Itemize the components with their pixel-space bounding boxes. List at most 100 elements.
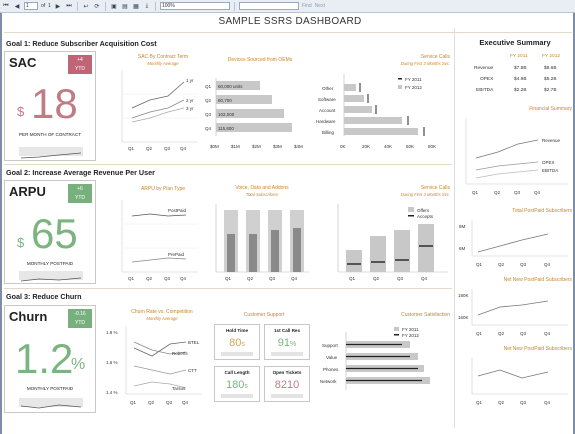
postpaid-title: Total PostPaid Subscribers — [512, 208, 572, 214]
export-icon[interactable]: ⤓ — [145, 2, 149, 9]
x-tick: Q3 — [514, 190, 521, 195]
arpu-plan-chart: PostPaid PrePaid Q1 Q2 Q3 Q4 — [121, 200, 198, 281]
series-label: EBITDA — [542, 168, 558, 173]
y-tick: Phones — [323, 367, 339, 372]
badge-unit: YTD — [75, 195, 85, 201]
series-btel — [133, 341, 187, 357]
tile-value: 180s — [215, 379, 259, 391]
x-tick: 80K — [428, 144, 436, 149]
bar-other — [344, 84, 356, 91]
series-ctt — [133, 365, 187, 375]
prev-page-icon[interactable]: ◀ — [14, 3, 20, 10]
x-tick: Q1 — [472, 190, 479, 195]
page-number-input[interactable]: 1 — [24, 2, 38, 10]
net-new-2-title: Net New PostPaid Subscribers — [503, 346, 572, 352]
tile-bullet — [221, 352, 253, 356]
x-tick: Q3 — [520, 331, 527, 336]
tile-first-call-res: 1st Call Res 91% — [264, 324, 310, 360]
series-label: Revenue — [542, 138, 561, 143]
x-tick: Q4 — [544, 262, 551, 267]
stacked-bar-q3 — [268, 210, 282, 272]
tile-call-length: Call Length 180s — [214, 366, 260, 402]
x-tick: Q2 — [146, 276, 153, 281]
series-label: OPEX — [542, 160, 555, 165]
y-tick: 180K — [458, 293, 469, 298]
sparkline-svg — [20, 404, 82, 409]
x-tick: Q4 — [291, 276, 298, 281]
x-tick: Q2 — [373, 276, 380, 281]
financial-summary-chart: Revenue OPEX EBITDA Q1 Q2 Q3 Q4 — [465, 118, 568, 195]
zoom-select[interactable]: 100% — [159, 2, 230, 10]
chart-subtitle: During First 3 Months Svc. — [400, 61, 450, 66]
bar-account — [344, 106, 372, 113]
x-tick: Q3 — [397, 276, 404, 281]
bar-hardware — [344, 117, 402, 124]
x-tick: $0M — [210, 144, 219, 149]
next-link[interactable]: Next — [314, 3, 325, 9]
x-tick: Q1 — [128, 146, 135, 151]
y-tick: Other — [322, 86, 334, 91]
tile-bullet — [271, 352, 303, 356]
row-value-2011: $4.9B — [514, 77, 527, 82]
bar-offers-q4 — [418, 224, 434, 272]
executive-summary-title: Executive Summary — [479, 38, 551, 47]
tile-label: 1st Call Res — [273, 328, 301, 333]
find-input[interactable] — [238, 2, 299, 10]
year-2011: FY 2011 — [510, 54, 528, 59]
tile-label: Hold Time — [225, 328, 249, 333]
kpi-caption: PER MONTH OF CONTRACT — [18, 132, 81, 137]
legend-swatch-offers — [408, 207, 414, 212]
x-tick: Q2 — [247, 276, 254, 281]
x-tick: Q3 — [164, 276, 171, 281]
kpi-name: SAC — [9, 55, 37, 70]
first-page-icon[interactable]: ⏮ — [3, 2, 9, 9]
chart-title: Churn Rate vs. Competition — [131, 309, 193, 315]
y-tick: 1.4 % — [106, 390, 118, 395]
series-net-new-2 — [477, 369, 549, 379]
series-opex — [475, 161, 539, 171]
chart-title: Customer Satisfaction — [401, 312, 450, 318]
x-tick: Q4 — [180, 146, 187, 151]
sac-term-chart: 1 yr 2 yr 3 yr Q1 Q2 Q3 Q4 — [121, 70, 198, 151]
postpaid-chart: 8M 6M Q1 Q2 Q3 Q4 — [459, 220, 568, 267]
back-icon[interactable]: ↩ — [83, 3, 89, 10]
tile-number: 8210 — [274, 379, 300, 391]
layout-icon[interactable]: ▤ — [122, 3, 128, 10]
financial-summary-title: Financial Summary — [529, 106, 572, 112]
series-prepaid — [131, 257, 187, 263]
x-tick: 0K — [340, 144, 346, 149]
ytd-badge: +6 YTD — [68, 184, 92, 203]
find-link[interactable]: Find — [301, 3, 312, 9]
tile-suffix: s — [241, 341, 245, 348]
tile-bullet — [221, 394, 253, 398]
legend-swatch-2011 — [398, 78, 402, 80]
next-page-icon[interactable]: ▶ — [55, 3, 61, 10]
customer-satisfaction-chart: FY 2011 FY 2012 Support Value Phones Net… — [320, 327, 430, 390]
legend-swatch-2012 — [398, 85, 402, 89]
page-setup-icon[interactable]: ▦ — [133, 3, 139, 10]
refresh-icon[interactable]: ⟳ — [94, 3, 100, 10]
badge-unit: YTD — [75, 320, 85, 326]
x-tick: Q4 — [182, 400, 189, 405]
chart-subtitle: Total Subscribers — [245, 192, 279, 197]
legend-label: FY 2012 — [405, 85, 422, 90]
chart-subtitle: Monthly Average — [146, 316, 178, 321]
title-rule — [4, 32, 572, 33]
page-of-label: of — [41, 3, 46, 9]
series-label: Roberts — [172, 351, 189, 356]
print-icon[interactable]: ▣ — [111, 3, 117, 10]
x-tick: Q1 — [476, 262, 483, 267]
bar-offers-q2 — [370, 236, 386, 272]
x-tick: Q3 — [520, 400, 527, 405]
last-page-icon[interactable]: ⏭ — [66, 2, 72, 9]
series-label-3yr: 3 yr — [186, 106, 194, 111]
chart-subtitle: Monthly Average — [147, 61, 179, 66]
sparkline-svg — [20, 152, 82, 159]
row-value-2012: $8.6B — [544, 66, 557, 71]
series-3yr — [131, 107, 185, 123]
tile-value: 91% — [265, 337, 309, 349]
tile-label: Open Tickets — [272, 370, 302, 375]
exec-row-ebitda: EBITDA $2.2B $2.7B — [458, 88, 572, 96]
y-tick: 1.8 % — [106, 330, 118, 335]
tile-open-tickets: Open Tickets 8210 — [264, 366, 310, 402]
